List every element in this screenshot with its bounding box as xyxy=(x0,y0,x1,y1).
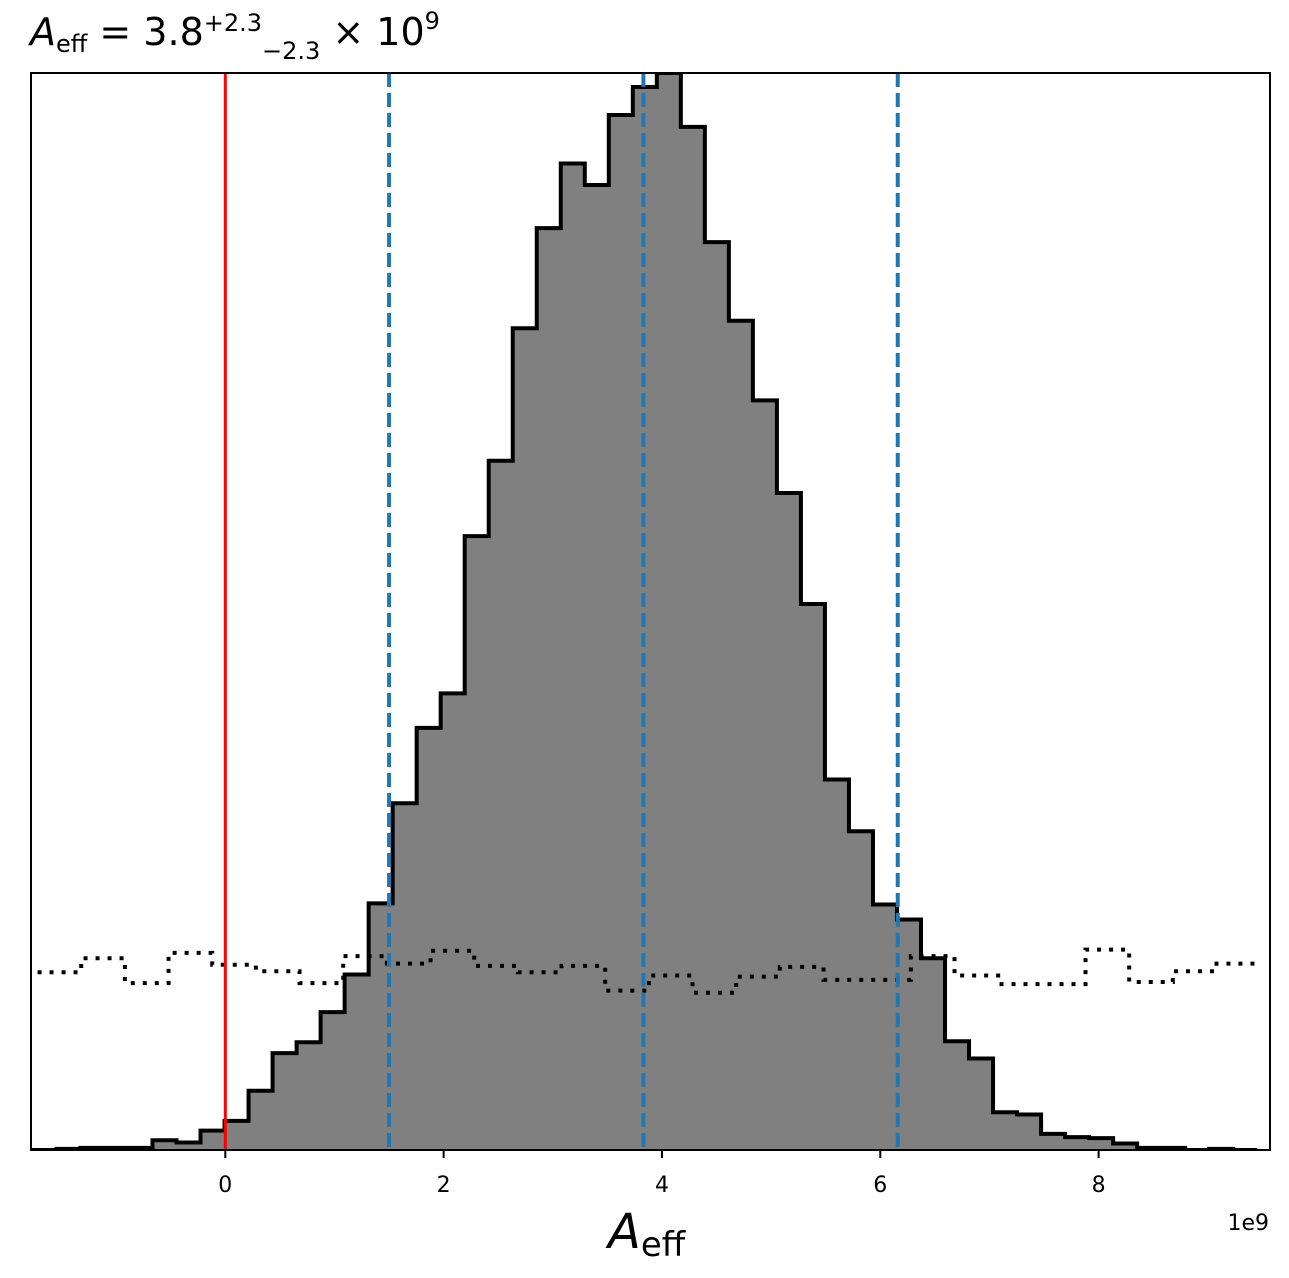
posterior-bar xyxy=(800,603,826,1150)
posterior-bar xyxy=(272,1053,297,1150)
posterior-bar xyxy=(680,126,706,1150)
posterior-bar xyxy=(704,242,730,1150)
posterior-bar xyxy=(1041,1133,1066,1150)
posterior-bar xyxy=(1113,1143,1138,1150)
title-times: × 10 xyxy=(320,10,424,54)
x-tick-label: 6 xyxy=(873,1173,887,1198)
x-tick-label: 2 xyxy=(437,1173,451,1198)
posterior-bar xyxy=(152,1140,177,1150)
posterior-bar xyxy=(1065,1137,1090,1150)
posterior-bar xyxy=(488,460,514,1150)
title-subscript: eff xyxy=(56,30,88,58)
posterior-bar xyxy=(584,185,610,1150)
axes-frame xyxy=(30,72,1271,1151)
x-axis: 0 2 4 6 8 xyxy=(218,1150,1106,1198)
posterior-bar xyxy=(512,328,538,1150)
posterior-bar xyxy=(608,115,634,1150)
title-value: = 3.8 xyxy=(87,10,203,54)
posterior-bar xyxy=(560,163,586,1150)
posterior-bar xyxy=(993,1112,1018,1150)
posterior-bar xyxy=(921,958,946,1150)
posterior-bar xyxy=(872,904,898,1150)
title-lower-error: −2.3 xyxy=(262,37,320,65)
xlabel-subscript: eff xyxy=(641,1225,687,1265)
x-tick-label: 0 xyxy=(218,1173,232,1198)
posterior-bar xyxy=(344,974,370,1150)
posterior-bars xyxy=(56,73,1234,1150)
posterior-bar xyxy=(656,73,682,1150)
posterior-bar xyxy=(776,493,802,1150)
title-symbol: A xyxy=(27,10,56,54)
xlabel-symbol: A xyxy=(605,1204,641,1260)
posterior-bar xyxy=(200,1130,225,1150)
posterior-bar xyxy=(392,803,418,1150)
title-upper-error: +2.3 xyxy=(204,9,262,37)
posterior-bar xyxy=(536,228,562,1150)
x-axis-label: Aeff xyxy=(605,1204,687,1265)
posterior-bar xyxy=(728,320,754,1150)
title-exponent: 9 xyxy=(425,7,440,35)
posterior-bar xyxy=(296,1042,322,1150)
plot-area xyxy=(31,73,1261,1150)
chart-title: Aeff = 3.8+2.3−2.3 × 109 xyxy=(27,7,440,65)
posterior-bar xyxy=(464,536,490,1150)
posterior-bar xyxy=(176,1142,201,1150)
posterior-bar xyxy=(440,693,466,1150)
x-tick-label: 4 xyxy=(655,1173,669,1198)
posterior-bar xyxy=(945,1041,970,1150)
posterior-bar xyxy=(1089,1138,1114,1150)
posterior-bar xyxy=(1017,1114,1042,1150)
posterior-bar xyxy=(320,1012,346,1150)
prior-outline xyxy=(37,947,1261,995)
posterior-bar xyxy=(416,727,442,1150)
posterior-bar xyxy=(224,1120,249,1150)
x-axis-offset-text: 1e9 xyxy=(1227,1211,1269,1236)
posterior-bar xyxy=(896,919,922,1150)
posterior-bar xyxy=(752,400,778,1150)
x-tick-label: 8 xyxy=(1092,1173,1106,1198)
posterior-bar xyxy=(248,1090,273,1150)
posterior-outline xyxy=(31,73,1258,1150)
posterior-bar xyxy=(824,779,850,1150)
posterior-bar xyxy=(969,1058,994,1150)
posterior-bar xyxy=(848,831,874,1150)
